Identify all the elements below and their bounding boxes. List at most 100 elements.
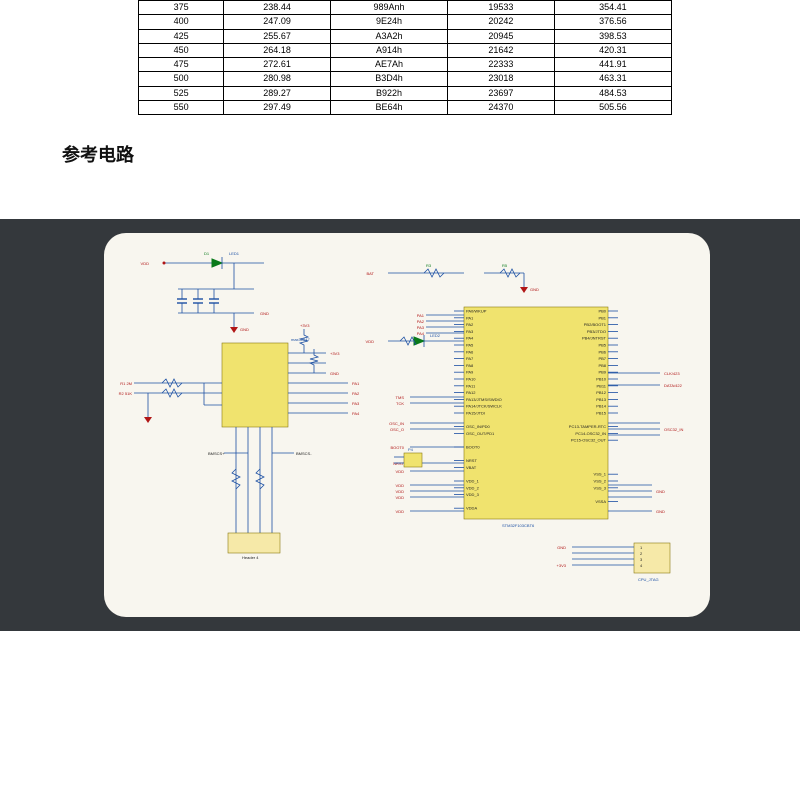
svg-text:PA4: PA4 [466,336,474,341]
svg-text:PC13-TAMPER-RTC: PC13-TAMPER-RTC [569,424,606,429]
svg-text:PB8: PB8 [598,363,606,368]
svg-text:PA2: PA2 [417,319,425,324]
svg-text:VDD: VDD [396,489,405,494]
table-row: 375 238.44 989Anh 19533 354.41 [139,1,672,15]
svg-text:PB11: PB11 [597,383,607,388]
cell: 463.31 [554,72,671,86]
cell: 398.53 [554,29,671,43]
svg-text:VDD_3: VDD_3 [466,492,480,497]
cell: 272.61 [224,58,331,72]
svg-text:VBAT: VBAT [466,465,477,470]
table-row: 475 272.61 AE7Ah 22333 441.91 [139,58,672,72]
svg-text:PC14-OSC32_IN: PC14-OSC32_IN [575,431,606,436]
svg-text:PA5: PA5 [466,343,474,348]
svg-text:PB3/JTDO: PB3/JTDO [587,329,606,334]
data-table: 375 238.44 989Anh 19533 354.41 400 247.0… [138,0,672,115]
cell: 550 [139,100,224,114]
cell: 484.53 [554,86,671,100]
cell: B922h [330,86,447,100]
cell: 505.56 [554,100,671,114]
left-chip-leftpins: R1 2M R2 51K [119,379,222,423]
svg-text:PB1: PB1 [598,315,606,320]
chip-right-label: STM32F103CBT6 [502,523,535,528]
cell: 21642 [448,43,555,57]
page-root: 375 238.44 989Anh 19533 354.41 400 247.0… [0,0,800,800]
cell: 989Anh [330,1,447,15]
svg-text:TCK: TCK [396,401,404,406]
table-row: 500 280.98 B3D4h 23018 463.31 [139,72,672,86]
svg-text:GND: GND [656,489,665,494]
svg-text:PA6: PA6 [466,349,474,354]
svg-text:BOOT0: BOOT0 [466,445,480,450]
svg-text:VDD: VDD [396,483,405,488]
svg-text:R5: R5 [502,263,508,268]
vdd-label: VDD [141,261,150,266]
cell: 375 [139,1,224,15]
svg-text:CPU_JTAG: CPU_JTAG [638,577,659,582]
svg-text:GND: GND [557,545,566,550]
svg-text:PA4: PA4 [352,411,360,416]
svg-text:D1: D1 [204,251,210,256]
svg-text:VSS_2: VSS_2 [594,479,607,484]
svg-text:OSC_O: OSC_O [390,427,404,432]
table-row: 425 255.67 A3A2h 20945 398.53 [139,29,672,43]
cell: 400 [139,15,224,29]
svg-text:VSS_3: VSS_3 [594,485,607,490]
svg-text:PA15/JTDI: PA15/JTDI [466,411,485,416]
svg-text:P4: P4 [408,447,414,452]
svg-text:CLK/423: CLK/423 [664,371,680,376]
cell: A914h [330,43,447,57]
svg-text:PA3: PA3 [466,329,474,334]
cell: 23018 [448,72,555,86]
svg-text:BMSCS+: BMSCS+ [208,451,225,456]
svg-text:DATA/422: DATA/422 [664,383,683,388]
cell: 475 [139,58,224,72]
svg-text:PB15: PB15 [596,411,607,416]
cell: AE7Ah [330,58,447,72]
svg-text:OSC_IN/PD0: OSC_IN/PD0 [466,424,491,429]
svg-text:R3: R3 [426,263,432,268]
p4-header [404,453,422,467]
svg-text:GND: GND [656,509,665,514]
svg-text:PA8: PA8 [466,363,474,368]
cell: 420.31 [554,43,671,57]
svg-text:PA4: PA4 [417,331,425,336]
svg-text:PA13/JTMS/SWDIO: PA13/JTMS/SWDIO [466,397,502,402]
cell: 20242 [448,15,555,29]
svg-text:PA0/WKUP: PA0/WKUP [466,309,487,314]
svg-text:PC15-OSC32_OUT: PC15-OSC32_OUT [571,438,607,443]
cell: 289.27 [224,86,331,100]
svg-text:VDDA: VDDA [466,506,477,511]
cell: 297.49 [224,100,331,114]
svg-text:VSSA: VSSA [595,499,606,504]
cell: 22333 [448,58,555,72]
svg-text:PA11: PA11 [466,383,476,388]
svg-text:GND: GND [240,327,249,332]
cell: 425 [139,29,224,43]
stm32-left-nets: TMS TCK OSC_IN OSC_O BOOT0 NRST VDD [389,395,464,514]
schematic-svg: VDD D1 LED1 [104,233,710,617]
svg-text:OSC_OUT/PD1: OSC_OUT/PD1 [466,431,495,436]
cell: 238.44 [224,1,331,15]
svg-text:GND: GND [260,311,269,316]
schematic-panel: VDD D1 LED1 [104,233,710,617]
svg-text:VDD_1: VDD_1 [466,479,480,484]
svg-text:R2 51K: R2 51K [119,391,133,396]
cell: 264.18 [224,43,331,57]
svg-text:PB9: PB9 [598,370,606,375]
figure-frame: VDD D1 LED1 [0,219,800,631]
svg-text:PB0: PB0 [598,309,606,314]
cell: 9E24h [330,15,447,29]
svg-text:+3V3: +3V3 [330,351,340,356]
svg-text:PA1: PA1 [417,313,425,318]
svg-text:BMSCS-: BMSCS- [296,451,312,456]
table-row: 400 247.09 9E24h 20242 376.56 [139,15,672,29]
cell: 280.98 [224,72,331,86]
svg-text:GND: GND [530,287,539,292]
svg-text:PA3: PA3 [352,401,360,406]
svg-text:OSC_IN: OSC_IN [389,421,404,426]
svg-text:LED1: LED1 [229,251,240,256]
svg-text:VDD_2: VDD_2 [466,485,480,490]
cell: B3D4h [330,72,447,86]
decoupling-caps [177,289,219,313]
